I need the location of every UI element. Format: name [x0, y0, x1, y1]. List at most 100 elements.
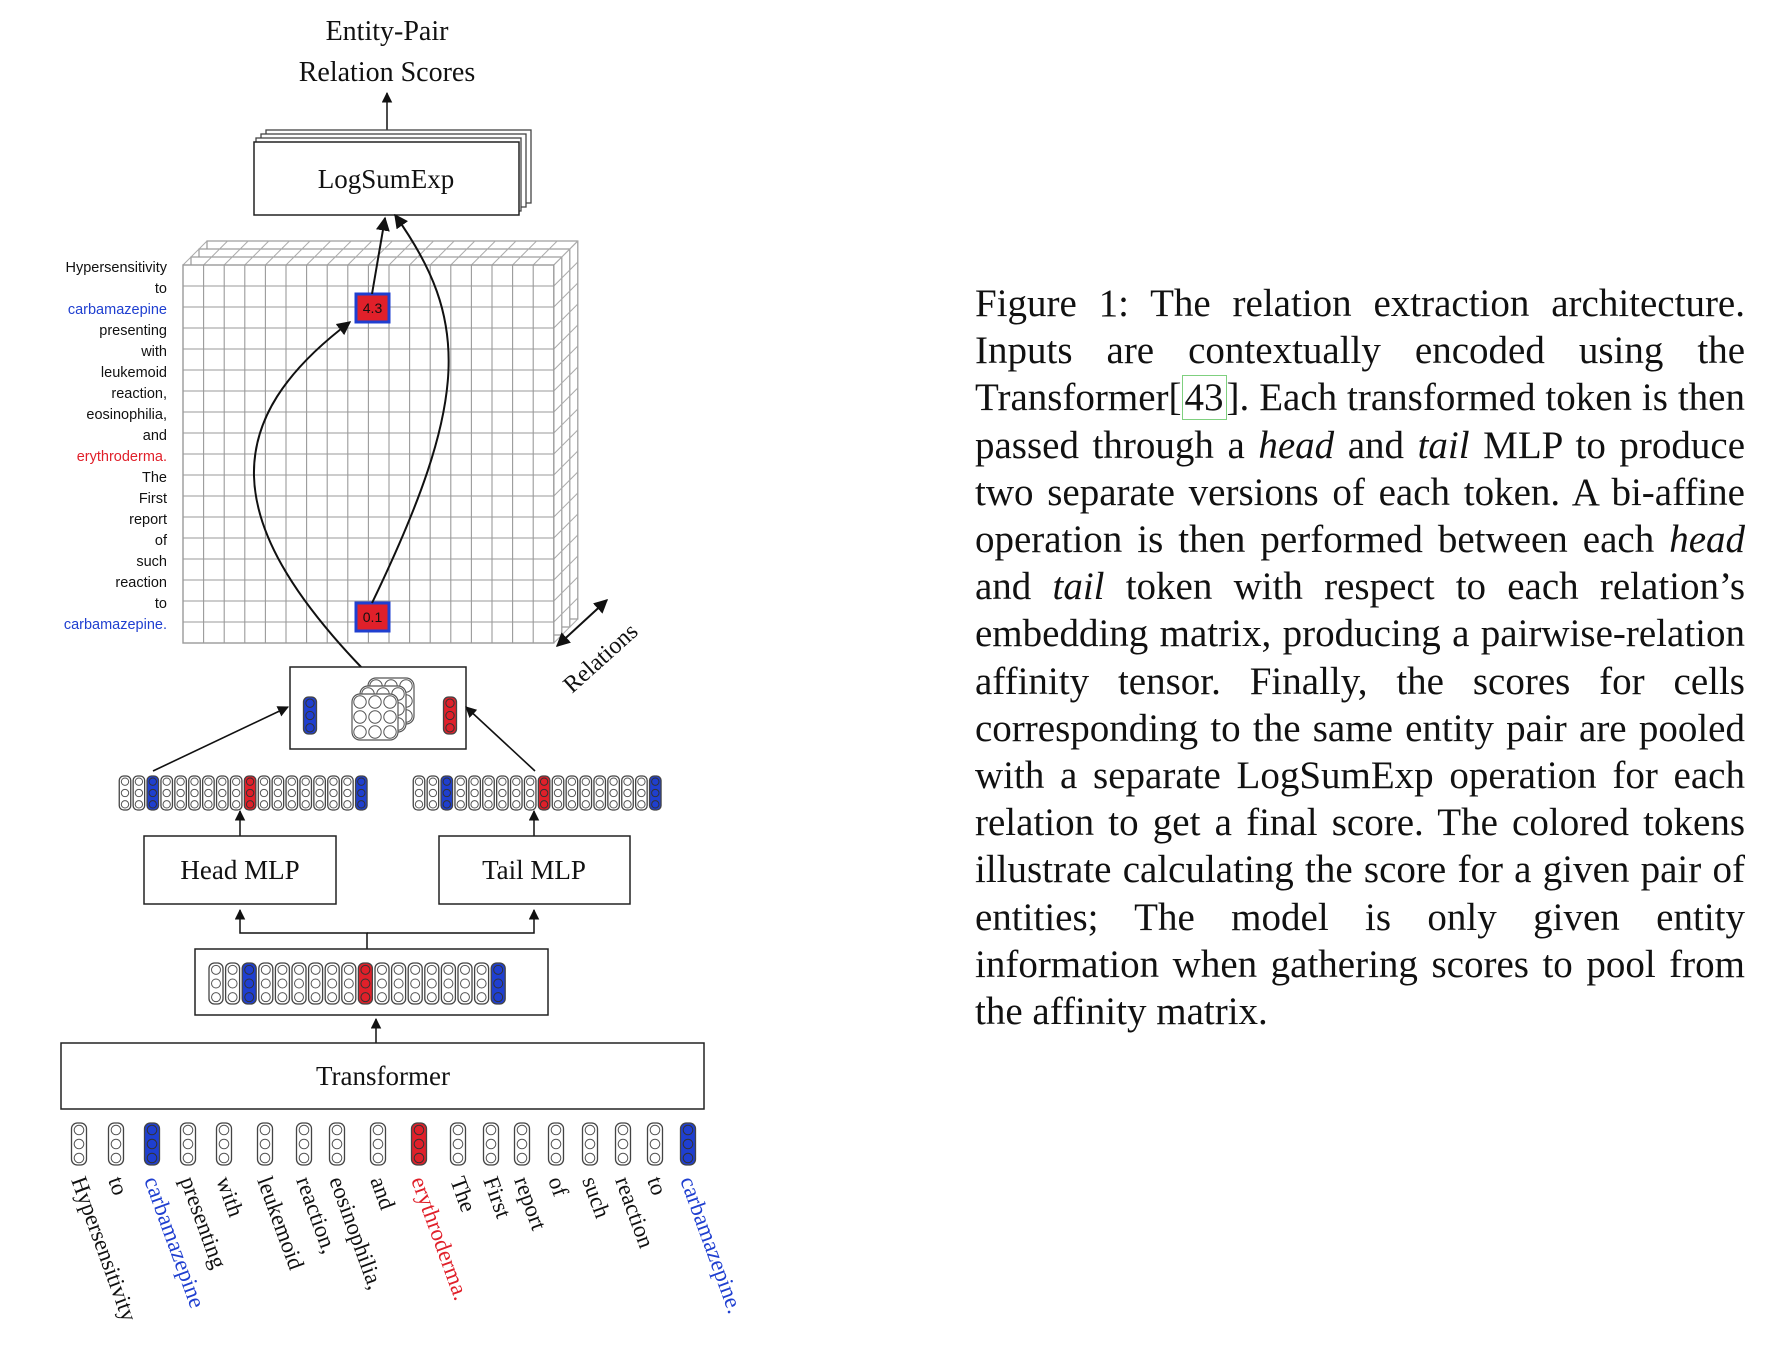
input-token-row: [70, 1122, 697, 1166]
token-vector: [215, 775, 229, 811]
score-cell-high: 4.3: [354, 292, 391, 324]
input-word: Hypersensitivity: [66, 1173, 142, 1325]
caption-figure-label: Figure 1:: [975, 282, 1129, 325]
tail-to-biaffine-arrow: [465, 706, 536, 772]
input-token-vector: [581, 1122, 599, 1166]
caption-text-6: token with respect to each relation’s em…: [975, 565, 1745, 1034]
token-vector: [635, 775, 648, 811]
token-vector: [579, 775, 593, 811]
token-vector: [243, 775, 257, 811]
token-vector: [188, 775, 201, 811]
encoded-to-tailmlp-connector: [367, 908, 540, 934]
token-vector: [313, 775, 327, 811]
token-vector: [307, 962, 324, 1005]
token-vector: [340, 775, 354, 811]
head-mlp-box: [143, 835, 337, 905]
token-vector: [607, 775, 620, 811]
caption-head: head: [1258, 423, 1335, 467]
token-vector: [341, 962, 357, 1005]
relation-embedding-tensor: [351, 677, 415, 741]
token-vector: [132, 775, 146, 811]
token-vector: [495, 775, 509, 811]
logsumexp-stack: LogSumExp: [253, 129, 532, 216]
relations-double-arrow: [555, 599, 609, 647]
input-token-vector: [410, 1122, 428, 1166]
caption-text-1: The relation extraction architecture. In…: [975, 282, 1745, 420]
token-vector: [412, 775, 426, 811]
token-vector: [160, 775, 174, 811]
grid-row-label: leukemoid: [101, 365, 167, 381]
architecture-diagram: Entity-Pair Relation Scores LogSumExp Hy…: [0, 0, 780, 1350]
score-cell-low: 0.1: [354, 601, 391, 633]
caption-head-2: head: [1669, 518, 1745, 562]
head-mlp-label: Head MLP: [180, 855, 299, 885]
input-token-vector: [513, 1122, 531, 1166]
caption-text-2: . Each transformed token is then passed …: [975, 376, 1745, 467]
caption-text-5: and: [975, 565, 1053, 609]
token-vector: [390, 962, 407, 1005]
pool-arrow-low-curve: [371, 213, 450, 604]
token-vector: [551, 775, 565, 811]
grid-row-label: erythroderma.: [77, 449, 167, 465]
token-vector: [258, 962, 274, 1005]
grid-row-label: with: [140, 344, 167, 360]
token-vector: [565, 775, 579, 811]
citation-link[interactable]: [43]: [1168, 375, 1240, 421]
input-token-vector: [215, 1122, 233, 1166]
grid-row-label: reaction: [115, 575, 167, 591]
head-to-biaffine-arrow: [152, 706, 290, 772]
token-vector: [440, 962, 457, 1005]
token-vector: [407, 962, 423, 1005]
grid-row-label: and: [143, 428, 167, 444]
token-vector: [224, 962, 241, 1005]
input-word: The: [445, 1173, 481, 1215]
token-vector: [274, 962, 291, 1005]
input-token-vector: [369, 1122, 387, 1166]
token-vector: [482, 775, 495, 811]
pool-arrow-high: [371, 216, 390, 295]
transformer-label: Transformer: [316, 1061, 450, 1091]
grid-row-label: carbamazepine.: [64, 617, 167, 633]
logsumexp-box: [253, 141, 520, 216]
input-word: such: [577, 1173, 615, 1222]
relations-label: Relations: [559, 618, 644, 698]
affinity-grid: [182, 264, 555, 644]
caption-text-3: and: [1334, 423, 1418, 467]
token-vector: [424, 962, 440, 1005]
grid-row-label: report: [129, 512, 167, 528]
token-vector: [593, 775, 607, 811]
token-vector: [118, 775, 132, 811]
token-vector: [440, 775, 454, 811]
input-token-vector: [179, 1122, 197, 1166]
token-vector: [229, 775, 243, 811]
token-vector: [648, 775, 662, 811]
input-word: to: [642, 1173, 672, 1198]
input-token-vector: [646, 1122, 664, 1166]
token-vector: [426, 775, 440, 811]
grid-row-label: Hypersensitivity: [65, 260, 167, 276]
token-vector: [621, 775, 634, 811]
token-vector: [468, 775, 482, 811]
tail-mlp-box: [438, 835, 631, 905]
grid-row-label: to: [155, 596, 167, 612]
head-token-row: [118, 775, 368, 811]
tail-vector-token: [442, 696, 458, 735]
token-vector: [201, 775, 215, 811]
grid-row-label: to: [155, 281, 167, 297]
input-token-vector: [328, 1122, 346, 1166]
caption-tail-2: tail: [1052, 565, 1105, 609]
token-vector: [374, 962, 390, 1005]
grid-row-label: First: [139, 491, 167, 507]
input-word: and: [365, 1173, 400, 1213]
encoded-token-row: [208, 962, 506, 1005]
caption-text-4: MLP to produce two separate versions of …: [975, 423, 1746, 562]
grid-row-label: reaction,: [111, 386, 167, 402]
grid-row-label: The: [142, 470, 167, 486]
encoded-to-mlp-connector: [234, 908, 368, 949]
input-token-vector: [143, 1122, 161, 1166]
token-vector: [537, 775, 551, 811]
token-vector: [208, 962, 224, 1005]
token-vector: [457, 962, 473, 1005]
token-vector: [490, 962, 506, 1005]
biaffine-to-grid-curve: [253, 321, 363, 669]
